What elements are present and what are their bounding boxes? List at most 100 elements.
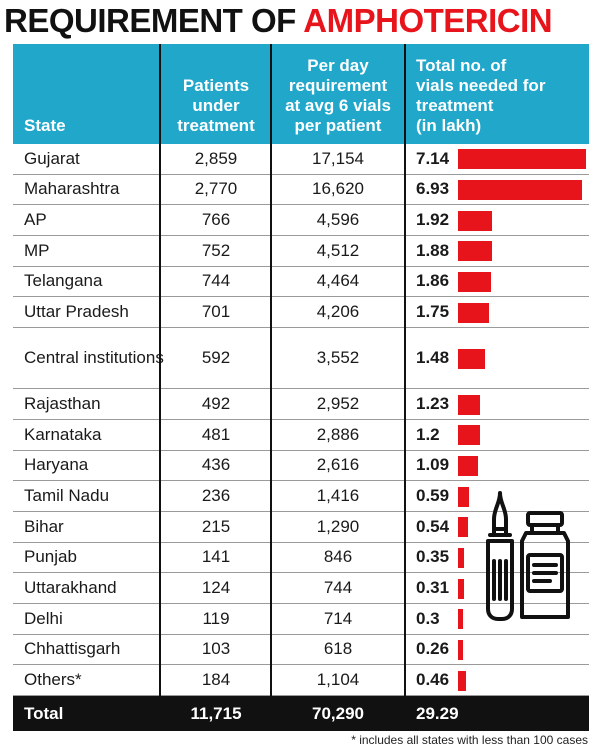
state-name: Bihar (24, 516, 64, 536)
patients-value: 141 (201, 547, 231, 567)
patients-value: 2,859 (194, 148, 238, 168)
vials-value: 0.31 (416, 578, 450, 598)
patients-value: 766 (201, 210, 231, 230)
per-day-value: 1,104 (316, 670, 360, 690)
state-name: Uttar Pradesh (24, 302, 129, 322)
per-day-value: 4,512 (316, 240, 360, 260)
vials-bar (458, 241, 492, 262)
state-name: Haryana (24, 455, 89, 475)
patients-value: 492 (201, 394, 231, 414)
patients-value: 119 (202, 608, 230, 628)
per-day-value: 618 (323, 639, 353, 659)
vials-value: 0.3 (416, 608, 440, 628)
vials-bar (458, 149, 586, 170)
state-name: Telangana (24, 271, 103, 291)
table-row: Bihar 215 1,290 0.54 (13, 512, 589, 543)
page-title: REQUIREMENT OF AMPHOTERICIN (4, 0, 553, 42)
table-row: Rajasthan 492 2,952 1.23 (13, 389, 589, 420)
state-name: Maharashtra (24, 179, 120, 199)
vials-bar (458, 271, 492, 292)
header-per-day-line: requirement (288, 76, 388, 95)
per-day-value: 1,416 (316, 486, 360, 506)
column-divider (270, 44, 272, 731)
vials-value: 1.23 (416, 394, 450, 414)
patients-value: 215 (201, 516, 231, 536)
table-row: Others* 184 1,104 0.46 (13, 665, 589, 696)
vials-value: 0.26 (416, 639, 450, 659)
per-day-value: 2,886 (316, 424, 360, 444)
header-per-day: Per day requirement at avg 6 vials per p… (271, 56, 405, 136)
vials-value: 1.75 (416, 302, 450, 322)
header-patients-line: under (192, 96, 240, 115)
total-label: Total (24, 703, 64, 723)
per-day-value: 4,596 (316, 210, 360, 230)
vials-value: 1.88 (416, 240, 450, 260)
vials-value: 0.46 (416, 670, 450, 690)
column-divider (159, 44, 161, 731)
vials-value: 1.48 (416, 348, 450, 368)
header-patients-line: Patients (182, 76, 250, 95)
per-day-value: 16,620 (312, 179, 364, 199)
header-vials-line: (in lakh) (416, 116, 482, 135)
table-row: Central institutions 592 3,552 1.48 (13, 328, 589, 390)
table-row: AP 766 4,596 1.92 (13, 205, 589, 236)
patients-value: 701 (201, 302, 231, 322)
state-name: Central institutions (24, 348, 164, 368)
header-per-day-line: per patient (294, 116, 382, 135)
table-row: Gujarat 2,859 17,154 7.14 (13, 144, 589, 175)
vials-bar (458, 578, 464, 599)
vial-and-ampoule-icon (486, 491, 570, 621)
header-per-day-line: at avg 6 vials (285, 96, 391, 115)
patients-value: 236 (201, 486, 231, 506)
table-row: Maharashtra 2,770 16,620 6.93 (13, 175, 589, 206)
patients-value: 2,770 (194, 179, 238, 199)
vials-bar (458, 455, 478, 476)
state-name: Karnataka (24, 424, 102, 444)
table-row: Karnataka 481 2,886 1.2 (13, 420, 589, 451)
header-per-day-line: Per day (307, 56, 369, 75)
per-day-value: 4,206 (316, 302, 360, 322)
vials-bar (458, 670, 467, 691)
patients-value: 103 (201, 639, 231, 659)
state-name: Uttarakhand (24, 578, 117, 598)
vials-bar (458, 486, 469, 507)
table-row: Telangana 744 4,464 1.86 (13, 267, 589, 298)
per-day-value: 714 (323, 608, 353, 628)
patients-value: 184 (201, 670, 231, 690)
header-vials-line: Total no. of (416, 56, 507, 75)
header-vials: Total no. of vials needed for treatment … (416, 56, 586, 136)
title-part-black: REQUIREMENT OF (4, 2, 304, 39)
header-patients: Patients under treatment (161, 76, 271, 136)
per-day-value: 1,290 (316, 516, 360, 536)
vials-bar (458, 302, 490, 323)
header-patients-line: treatment (177, 116, 255, 135)
patients-value: 436 (201, 455, 231, 475)
total-patients: 11,715 (190, 703, 242, 723)
per-day-value: 2,952 (316, 394, 360, 414)
header-vials-line: treatment (416, 96, 494, 115)
vials-value: 1.92 (416, 210, 450, 230)
vials-value: 6.93 (416, 179, 450, 199)
per-day-value: 17,154 (312, 148, 364, 168)
per-day-value: 4,464 (316, 271, 360, 291)
table-header: State Patients under treatment Per day r… (13, 44, 589, 144)
state-name: Rajasthan (24, 394, 101, 414)
vials-bar (458, 609, 464, 630)
per-day-value: 2,616 (316, 455, 360, 475)
total-per-day: 70,290 (312, 703, 364, 723)
table-row: Delhi 119 714 0.3 (13, 604, 589, 635)
state-name: AP (24, 210, 47, 230)
vials-value: 0.35 (416, 547, 450, 567)
vials-value: 0.54 (416, 516, 450, 536)
state-name: Delhi (24, 608, 63, 628)
per-day-value: 744 (323, 578, 353, 598)
patients-value: 752 (201, 240, 231, 260)
vials-value: 1.09 (416, 455, 450, 475)
patients-value: 124 (201, 578, 231, 598)
total-vials: 29.29 (416, 703, 459, 723)
column-divider (404, 44, 406, 731)
vials-bar (458, 179, 583, 200)
header-vials-line: vials needed for (416, 76, 546, 95)
requirement-table: State Patients under treatment Per day r… (13, 44, 589, 731)
state-name: Gujarat (24, 148, 80, 168)
